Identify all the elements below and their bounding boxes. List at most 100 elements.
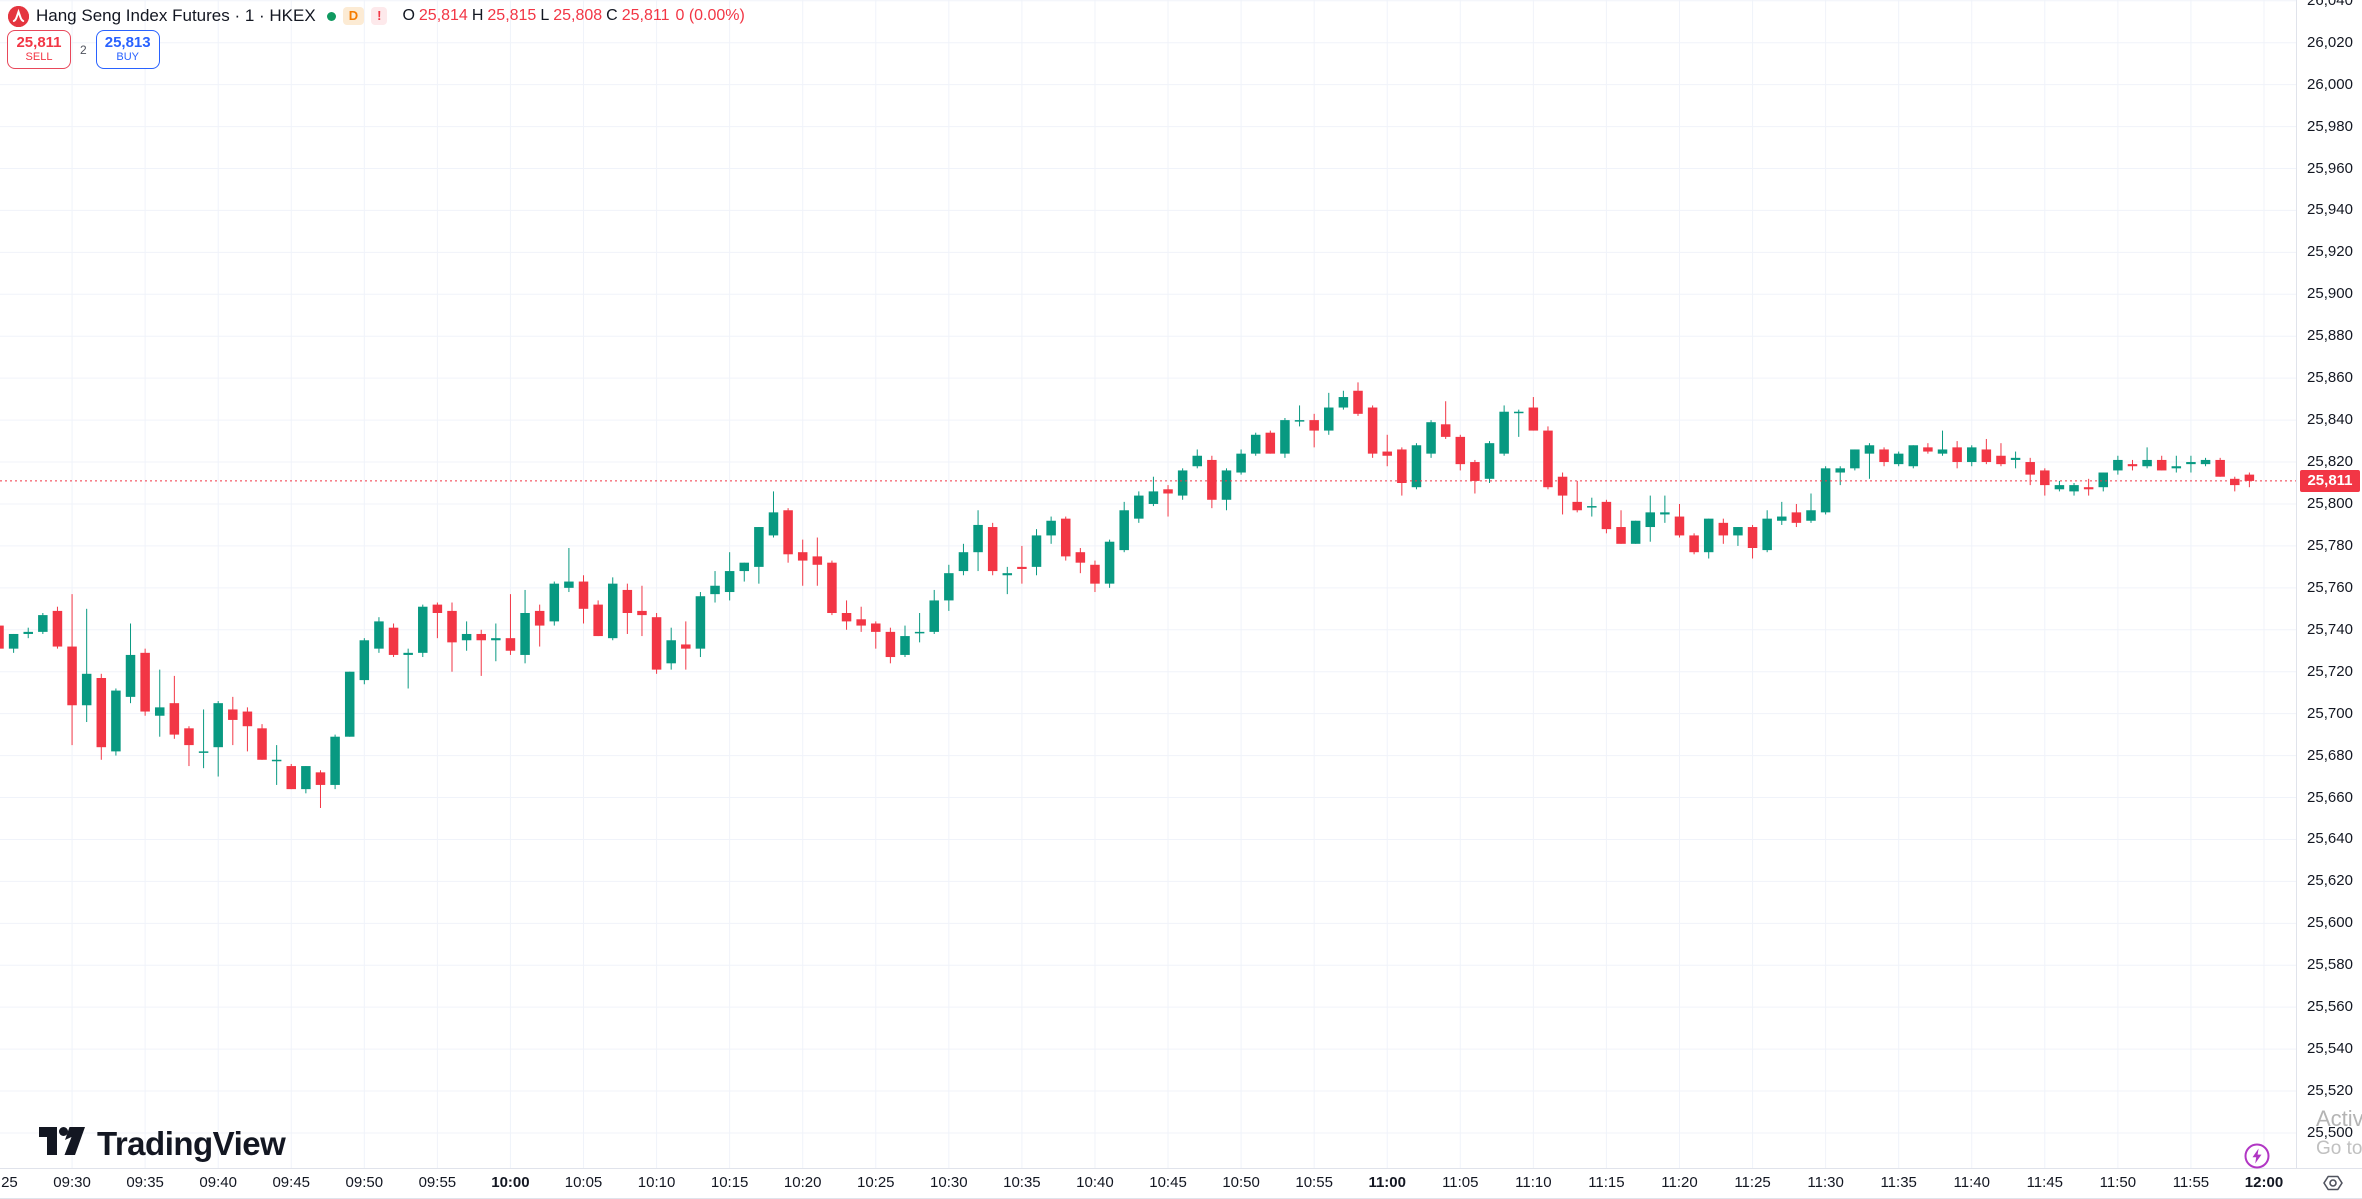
- price-axis-label: 25,800: [2307, 494, 2353, 512]
- candle: [476, 629, 486, 676]
- candle: [1090, 560, 1100, 593]
- candle: [724, 552, 735, 601]
- candle: [1806, 493, 1816, 523]
- buy-caption: BUY: [116, 50, 139, 63]
- candle: [1893, 451, 1904, 467]
- candle: [1777, 501, 1787, 525]
- candle: [2083, 478, 2094, 496]
- candlestick-chart[interactable]: [0, 0, 2296, 1168]
- candle: [1280, 418, 1290, 458]
- candle: [1192, 449, 1203, 469]
- candle: [1543, 426, 1553, 490]
- candle: [52, 606, 63, 649]
- candle: [1616, 510, 1626, 544]
- candle: [23, 627, 33, 639]
- price-axis-label: 25,980: [2307, 117, 2353, 135]
- candle: [96, 673, 107, 760]
- candle: [1426, 420, 1436, 458]
- candle: [257, 724, 267, 760]
- price-axis-label: 25,840: [2307, 411, 2353, 429]
- sell-caption: SELL: [25, 50, 53, 63]
- candle: [388, 623, 399, 658]
- candle: [505, 594, 516, 655]
- close-value: 25,811: [621, 7, 670, 24]
- candle: [1791, 503, 1802, 528]
- tradingview-logo[interactable]: TradingView: [38, 1124, 286, 1163]
- lightning-icon[interactable]: [2243, 1142, 2271, 1170]
- time-axis-label: 09:35: [126, 1174, 164, 1191]
- time-axis-label: 11:20: [1661, 1174, 1698, 1191]
- candle: [228, 696, 238, 746]
- open-value: 25,814: [418, 7, 468, 24]
- candle: [1309, 413, 1319, 448]
- candle: [929, 589, 939, 634]
- time-axis-label: 12:00: [2244, 1174, 2284, 1191]
- candle: [1017, 545, 1027, 584]
- high-label: H: [471, 7, 484, 24]
- candle: [1528, 397, 1539, 431]
- candle: [1879, 447, 1889, 467]
- candle: [81, 608, 92, 723]
- candle: [1338, 390, 1349, 410]
- candle: [1002, 566, 1013, 595]
- candle: [871, 621, 881, 649]
- candle: [739, 562, 750, 582]
- candle: [958, 543, 969, 576]
- candle: [330, 734, 340, 790]
- candle: [111, 688, 121, 756]
- candle: [754, 527, 764, 584]
- alert-badge[interactable]: !: [371, 7, 388, 25]
- price-axis-label: 25,740: [2307, 620, 2353, 638]
- candle: [1031, 529, 1042, 576]
- candle: [1221, 468, 1232, 511]
- candle: [973, 510, 983, 572]
- candle: [491, 623, 501, 662]
- candle: [2200, 457, 2211, 467]
- price-axis[interactable]: 25,811 26,040 26,020 26,000 25,980 25,960 25,…: [2296, 0, 2362, 1168]
- candle: [1148, 476, 1159, 507]
- price-axis-label: 26,040: [2307, 0, 2353, 9]
- candle: [1397, 447, 1407, 496]
- candle: [2069, 483, 2079, 496]
- symbol-legend: Hang Seng Index Futures · 1 · HKEX D ! O…: [8, 3, 745, 29]
- candle: [812, 537, 823, 586]
- candle: [1630, 520, 1641, 544]
- candle: [140, 648, 150, 716]
- candle: [768, 491, 779, 538]
- time-axis-label: 11:25: [1734, 1174, 1771, 1191]
- delayed-data-badge[interactable]: D: [342, 7, 365, 25]
- candle: [914, 613, 925, 643]
- time-axis-label: 10:05: [564, 1174, 603, 1191]
- candle: [1952, 441, 1962, 469]
- time-axis-label: 09:55: [418, 1174, 457, 1191]
- candle: [2054, 480, 2065, 492]
- candle: [403, 648, 413, 689]
- candle: [1689, 533, 1699, 555]
- time-axis[interactable]: 09:25 09:30 09:35 09:40 09:45 09:50 09:55 10:00…: [0, 1168, 2362, 1199]
- candle: [1075, 548, 1086, 574]
- candle: [1060, 516, 1071, 561]
- time-axis-label: 10:10: [637, 1174, 676, 1191]
- sell-button[interactable]: 25,811 SELL: [7, 30, 71, 69]
- candle: [549, 581, 560, 626]
- tradingview-logo-icon: [38, 1124, 86, 1163]
- close-label: C: [606, 7, 618, 24]
- candle: [1353, 382, 1363, 416]
- candle: [637, 585, 647, 637]
- time-axis-label: 10:20: [783, 1174, 822, 1191]
- time-axis-label: 10:45: [1149, 1174, 1187, 1191]
- buy-button[interactable]: 25,813 BUY: [95, 30, 160, 69]
- candle: [666, 627, 676, 670]
- time-axis-label: 09:40: [199, 1174, 237, 1191]
- watermark-line2: Go to Se: [2316, 1138, 2362, 1159]
- time-axis-label: 11:35: [1880, 1174, 1917, 1191]
- price-axis-label: 25,640: [2307, 830, 2353, 848]
- candle: [2244, 472, 2255, 488]
- candle: [856, 606, 866, 632]
- axis-settings-icon[interactable]: [2320, 1170, 2346, 1196]
- candle: [1207, 455, 1217, 509]
- price-axis-label: 25,760: [2307, 578, 2353, 596]
- symbol-title[interactable]: Hang Seng Index Futures · 1 · HKEX: [36, 6, 316, 25]
- candle: [169, 675, 180, 739]
